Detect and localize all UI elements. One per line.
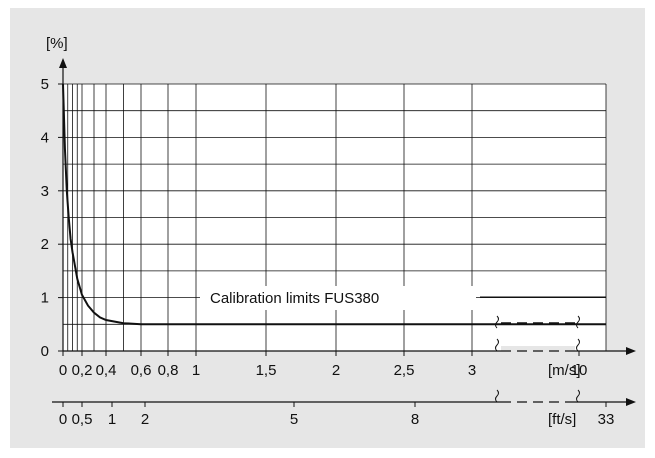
x-tick-label-fts: 0,5 [72, 411, 93, 428]
annotation-label: Calibration limits FUS380 [210, 290, 379, 307]
y-tick-label: 3 [41, 183, 49, 200]
x-tick-label-ms: 2,5 [394, 362, 415, 379]
axis-break-icon [576, 315, 580, 329]
y-axis-label: [%] [46, 35, 68, 52]
y-tick-label: 2 [41, 236, 49, 253]
axis-break-icon [576, 338, 580, 352]
x-tick-label-fts: 0 [59, 411, 67, 428]
x-tick-label-ms: 0 [59, 362, 67, 379]
axes [52, 58, 636, 407]
x-tick-label-fts: 5 [290, 411, 298, 428]
x-tick-label-ms: 0,8 [158, 362, 179, 379]
x-axis-ms-arrow [626, 347, 636, 355]
y-tick-label: 1 [41, 290, 49, 307]
x-axis-unit-fts: [ft/s] [548, 411, 576, 428]
y-tick-label: 5 [41, 76, 49, 93]
x-tick-label-fts: 1 [108, 411, 116, 428]
series-line [62, 83, 606, 326]
y-tick-label: 4 [41, 129, 49, 146]
axis-break-icon [495, 315, 499, 329]
x-tick-label-ms: 0,4 [96, 362, 117, 379]
annotation-background [200, 286, 476, 310]
x-tick-label-ms: 1 [192, 362, 200, 379]
x-tick-label-fts: 8 [411, 411, 419, 428]
x-tick-label-fts: 2 [141, 411, 149, 428]
y-tick-label: 0 [41, 343, 49, 360]
tick-labels: 0 1 2 3 4 5 0 0,2 0,4 0,6 0,8 1 1,5 2 2,5 3 10 0 0,5 1 2 5 8 33 [41, 76, 615, 428]
x-axis-unit-ms: [m/s] [548, 362, 581, 379]
y-axis-arrow [59, 58, 67, 68]
x-axis-fts-arrow [626, 398, 636, 406]
axis-break-icon [576, 389, 580, 403]
x-tick-label-fts: 33 [598, 411, 615, 428]
x-tick-label-ms: 10 [571, 362, 588, 379]
annotation-group: Calibration limits FUS380 [200, 286, 606, 310]
x-tick-label-ms: 0,2 [72, 362, 93, 379]
x-tick-label-ms: 0,6 [131, 362, 152, 379]
x-tick-label-ms: 1,5 [256, 362, 277, 379]
x-tick-label-ms: 3 [468, 362, 476, 379]
x-tick-label-ms: 2 [332, 362, 340, 379]
axis-break-icon [495, 389, 499, 403]
axis-break-icon [495, 338, 499, 352]
